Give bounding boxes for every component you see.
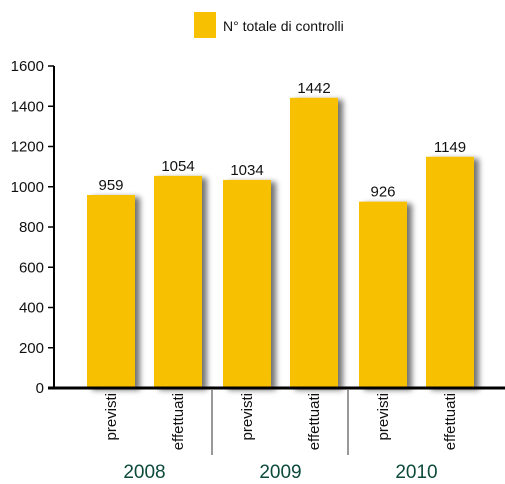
bar-2008-previsti <box>87 195 135 388</box>
y-tick-label: 800 <box>19 219 44 236</box>
bar-2009-previsti <box>223 179 271 388</box>
data-labels: 959 1054 1034 1442 926 1149 <box>98 80 466 201</box>
y-tick-label: 1200 <box>11 139 44 156</box>
x-axis: previsti effettuati 2008 previsti effettuati… <box>48 386 505 483</box>
bar-2010-effettuati <box>426 156 474 388</box>
x-category-label: effettuati <box>442 393 459 450</box>
data-label: 959 <box>98 177 123 194</box>
x-category-label: previsti <box>375 393 392 441</box>
legend-swatch <box>194 12 216 38</box>
x-category-label: effettuati <box>306 393 323 450</box>
y-tick-label: 1600 <box>11 58 44 75</box>
x-group-label: 2008 <box>123 462 165 483</box>
legend-label: N° totale di controlli <box>223 18 344 34</box>
data-label: 1149 <box>434 139 466 156</box>
y-axis: 0 200 400 600 800 1000 1200 1400 1600 <box>11 58 55 397</box>
x-category-label: previsti <box>103 393 120 441</box>
x-group-label: 2010 <box>395 462 437 483</box>
data-label: 1034 <box>230 162 263 179</box>
y-tick-label: 0 <box>36 380 44 397</box>
y-tick-label: 1000 <box>11 179 44 196</box>
data-label: 1054 <box>161 158 194 175</box>
data-label: 1442 <box>297 80 330 97</box>
y-tick-label: 200 <box>19 340 44 357</box>
x-category-label: effettuati <box>170 393 187 450</box>
y-tick-label: 1400 <box>11 98 44 115</box>
bars <box>87 97 474 389</box>
data-label: 926 <box>370 184 395 201</box>
bar-2010-previsti <box>359 201 407 388</box>
bar-2008-effettuati <box>154 175 202 388</box>
y-tick-label: 600 <box>19 259 44 276</box>
y-tick-label: 400 <box>19 300 44 317</box>
x-category-label: previsti <box>239 393 256 441</box>
legend: N° totale di controlli <box>194 12 344 38</box>
bar-2009-effettuati <box>290 97 338 389</box>
x-group-label: 2009 <box>259 462 301 483</box>
